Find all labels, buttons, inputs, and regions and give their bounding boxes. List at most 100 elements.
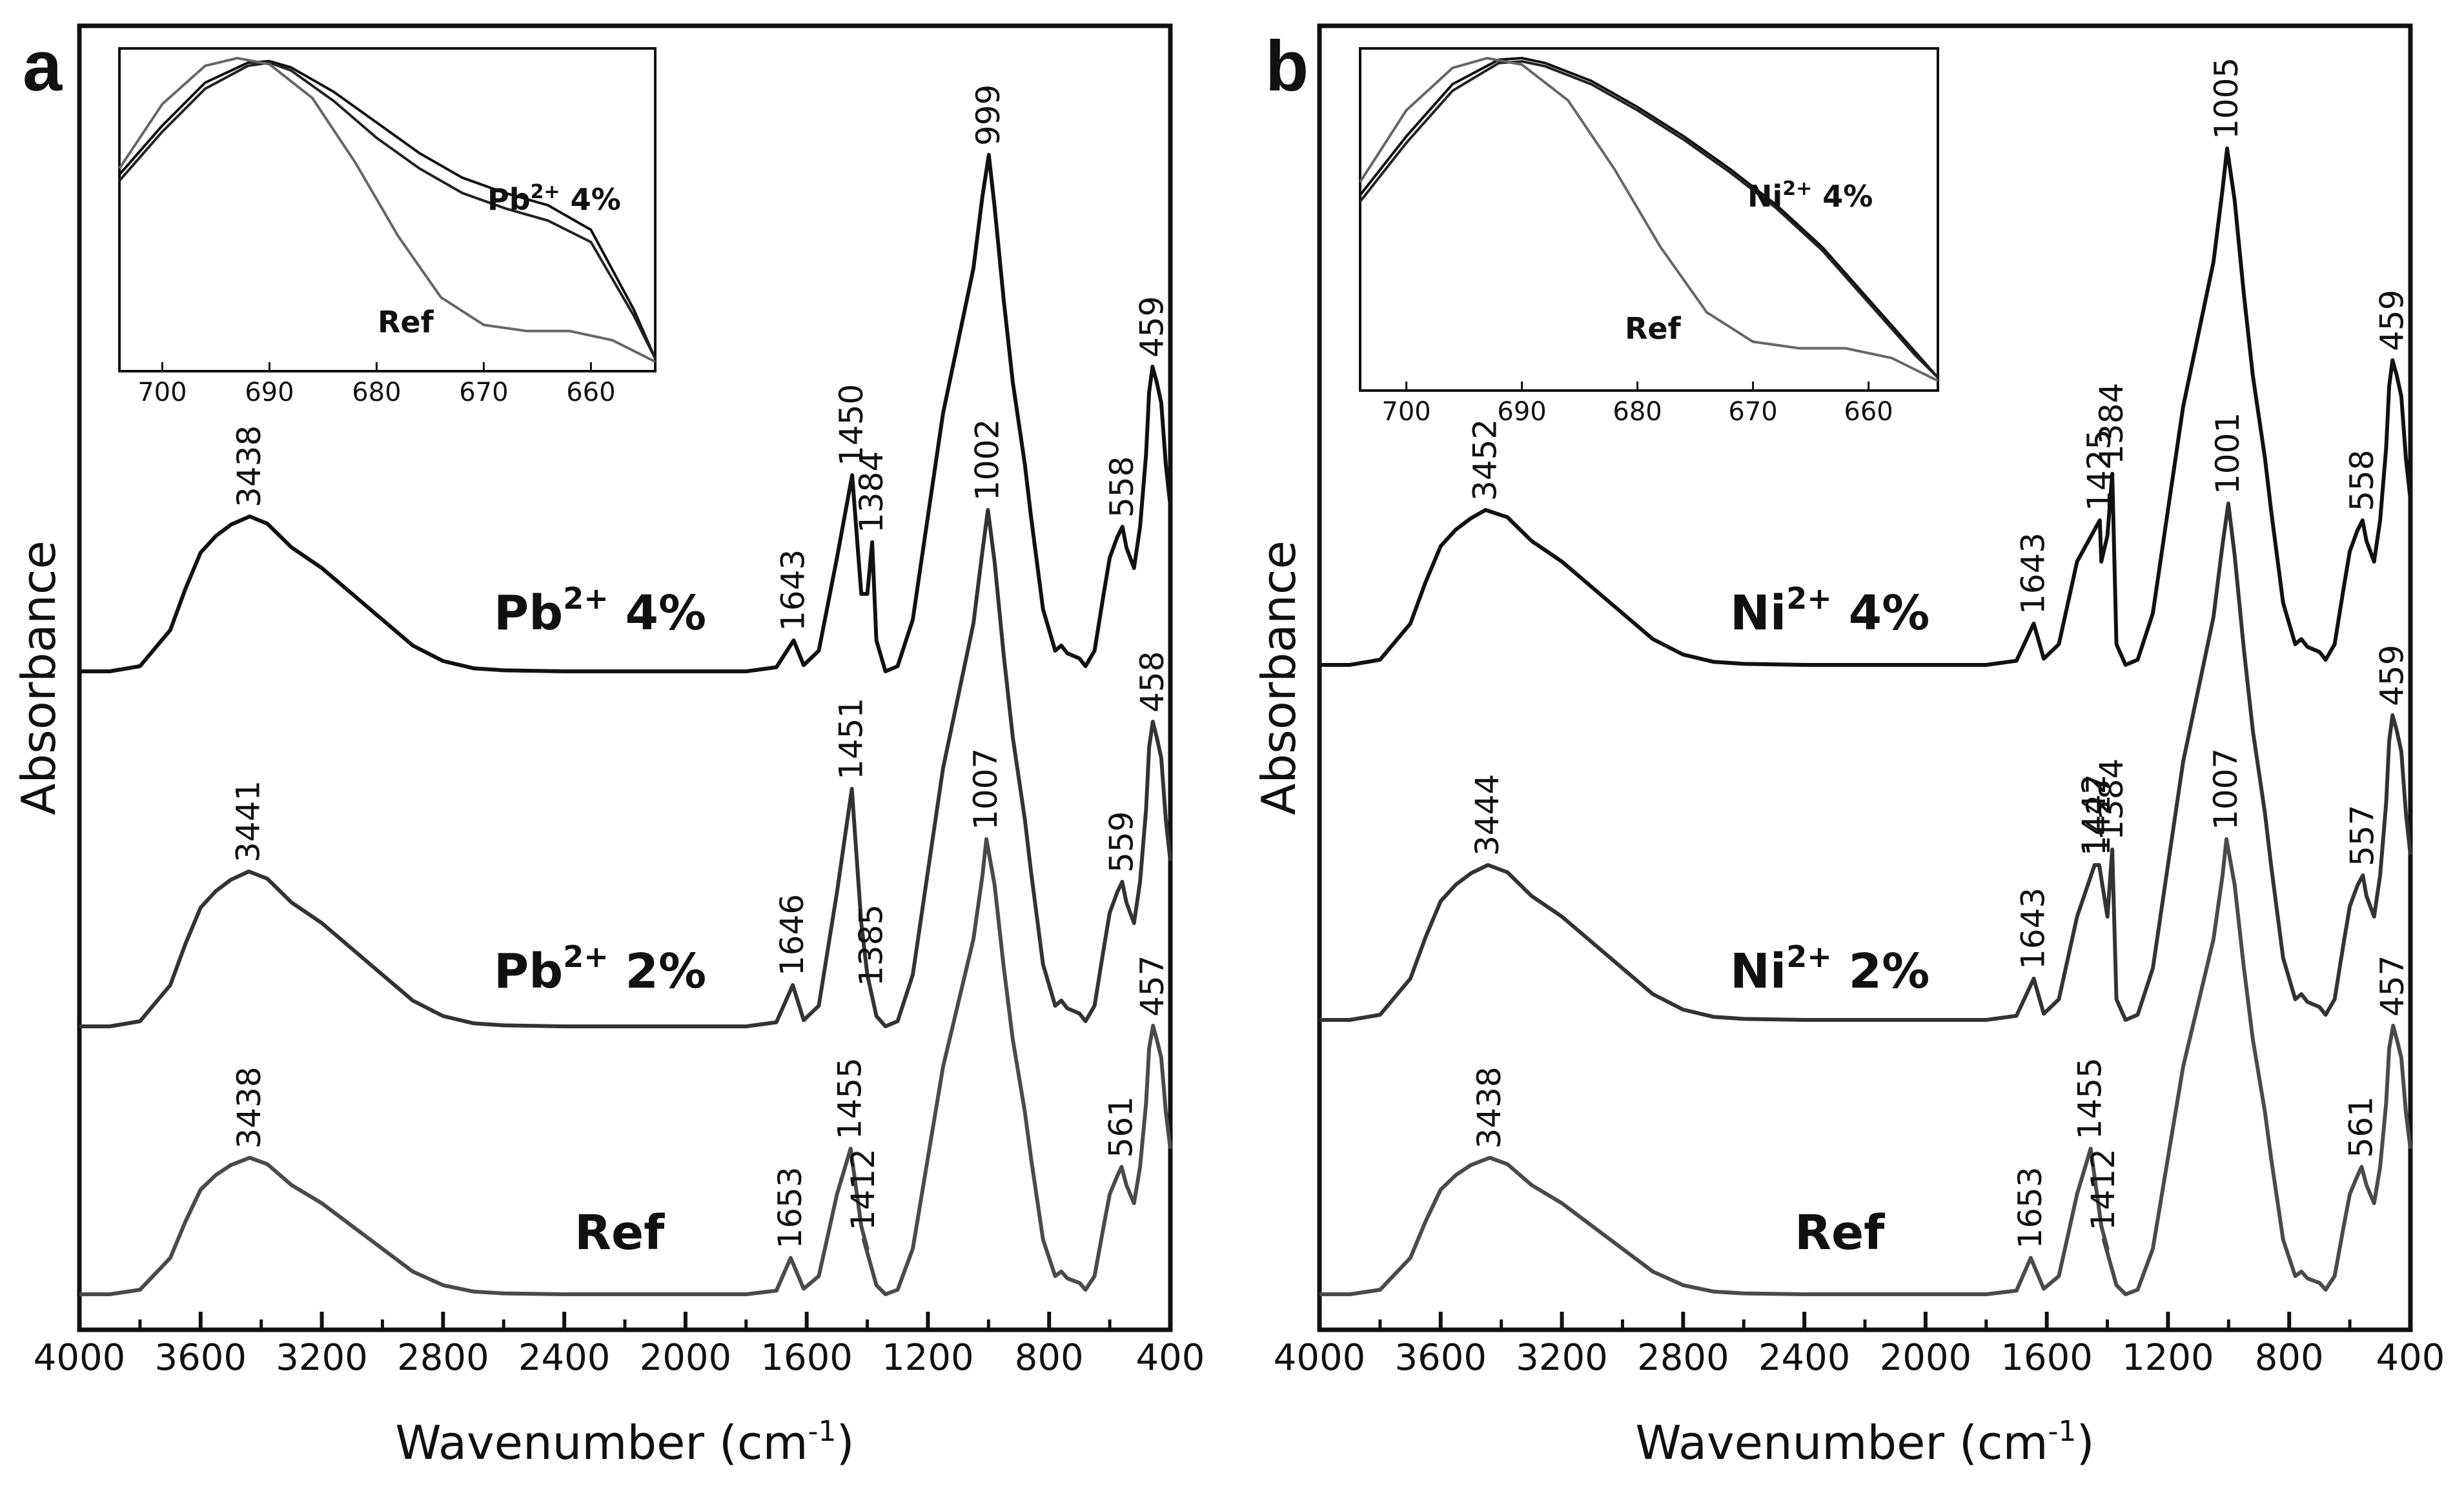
peak-label: 1425	[2081, 429, 2118, 511]
x-tick-label: 1200	[882, 1337, 974, 1379]
panel-a: a Absorbance Wavenumber (cm-1) 4000 3600 3…	[12, 23, 1205, 1470]
peak-label: 457	[1134, 955, 1171, 1017]
peak-label: 1005	[2208, 57, 2245, 139]
inset-spectrum-line	[1359, 60, 1939, 379]
inset-tick-label: 690	[1497, 397, 1546, 427]
x-tick-label: 1600	[760, 1337, 853, 1379]
series-label: Ref	[575, 1205, 665, 1261]
peak-label: 1643	[774, 549, 811, 631]
peak-label: 1007	[2207, 748, 2245, 830]
x-tick-label: 800	[1015, 1337, 1084, 1379]
peak-label: 1427	[2080, 774, 2117, 856]
peak-label: 458	[1134, 651, 1171, 713]
peak-label: 459	[2373, 290, 2410, 351]
x-tick-label: 1200	[2122, 1337, 2214, 1379]
inset-series-label: Ref	[378, 305, 434, 340]
x-tick-label: 4000	[34, 1337, 126, 1379]
x-tick-label: 3600	[1395, 1337, 1487, 1379]
peak-label: 1002	[968, 419, 1006, 501]
inset-a: 700 690 680 670 660 Pb2+ 4% Ref	[118, 47, 657, 407]
peak-label: 1455	[831, 1057, 869, 1139]
series-label: Ref	[1795, 1205, 1885, 1261]
x-tick-label: 1600	[2001, 1337, 2093, 1379]
inset-spectrum-line	[1359, 56, 1939, 382]
x-tick-label: 400	[2376, 1337, 2445, 1379]
peak-label: 1001	[2209, 412, 2246, 494]
peak-label: 999	[970, 85, 1007, 146]
peak-label: 558	[2343, 450, 2381, 511]
inset-spectrum-line	[118, 61, 657, 360]
spectrum-line	[1319, 837, 2412, 1296]
x-axis-title-a: Wavenumber (cm-1)	[395, 1415, 854, 1470]
peak-label: 459	[1133, 296, 1170, 358]
spectrum-line	[79, 153, 1172, 673]
x-tick-label: 3200	[1516, 1337, 1608, 1379]
peak-label: 1007	[967, 748, 1004, 830]
inset-tick-label: 660	[1844, 397, 1893, 427]
y-axis-title-a: Absorbance	[12, 540, 66, 815]
spectrum-line	[1319, 502, 2412, 1022]
peak-labels-b: 3452164314251384100555845934441643144214…	[1466, 57, 2411, 1249]
peak-label: 1653	[771, 1166, 809, 1248]
inset-series-label: Ni2+ 4%	[1747, 178, 1873, 214]
peak-label: 1412	[2084, 1148, 2122, 1230]
peak-label: 1442	[2075, 774, 2113, 856]
series-labels-a: Pb2+ 4% Pb2+ 2% Ref	[494, 581, 706, 1261]
x-tick-label: 2800	[397, 1337, 489, 1379]
x-tick-label: 2400	[518, 1337, 611, 1379]
x-tick-label: 3600	[155, 1337, 247, 1379]
inset-series-label: Ref	[1625, 311, 1682, 346]
peak-label: 1384	[853, 451, 890, 533]
spectra-a	[79, 153, 1172, 1296]
peak-label: 3452	[1466, 419, 1503, 501]
series-label: Ni2+ 4%	[1730, 581, 1929, 641]
peak-label: 1643	[2014, 888, 2052, 970]
peak-label: 3438	[230, 1066, 268, 1148]
x-tick-label: 2000	[640, 1337, 732, 1379]
peak-label: 1384	[2093, 758, 2130, 840]
inset-series-label: Pb2+ 4%	[487, 181, 621, 217]
x-axis-title-b: Wavenumber (cm-1)	[1635, 1415, 2094, 1470]
panel-b: b Absorbance Wavenumber (cm-1) 4000 3600 3…	[1252, 23, 2445, 1470]
inset-tick-label: 680	[352, 378, 401, 407]
spectrum-line	[1319, 147, 2412, 667]
x-tick-label: 3200	[276, 1337, 368, 1379]
peak-label: 457	[2374, 955, 2411, 1017]
spectrum-line	[79, 508, 1172, 1028]
peak-label: 1384	[2093, 383, 2130, 465]
inset-b: 700 690 680 670 660 Ni2+ 4% Ref	[1359, 47, 1939, 427]
x-tick-label: 800	[2255, 1337, 2324, 1379]
x-tick-label: 400	[1136, 1337, 1205, 1379]
x-ticks-b: 4000 3600 3200 2800 2400 2000 1600 1200 800 400	[1274, 1312, 2445, 1379]
series-label: Ni2+ 2%	[1730, 939, 1929, 999]
peak-label: 1653	[2011, 1166, 2049, 1248]
peak-label: 459	[2373, 645, 2410, 706]
inset-spectrum-line	[118, 56, 656, 363]
spectra-b	[1319, 147, 2412, 1296]
inset-tick-label: 700	[137, 378, 187, 407]
inset-tick-label: 700	[1381, 397, 1431, 427]
peak-label: 558	[1103, 456, 1141, 518]
x-tick-label: 2800	[1637, 1337, 1729, 1379]
y-axis-title-b: Absorbance	[1252, 540, 1306, 815]
spectrum-line	[79, 837, 1172, 1296]
inset-spectrum-line	[118, 59, 657, 360]
series-labels-b: Ni2+ 4% Ni2+ 2% Ref	[1730, 581, 1929, 1261]
peak-label: 561	[1102, 1096, 1139, 1157]
panel-letter-a: a	[23, 26, 63, 106]
inset-spectrum-line	[1359, 56, 1939, 379]
peak-label: 1450	[833, 384, 870, 466]
peak-label: 561	[2342, 1096, 2379, 1157]
inset-tick-label: 690	[245, 378, 294, 407]
peak-label: 1455	[2072, 1057, 2109, 1139]
x-tick-label: 2400	[1758, 1337, 1851, 1379]
peak-label: 1385	[853, 904, 890, 986]
peak-label: 559	[1103, 811, 1140, 873]
x-tick-label: 4000	[1274, 1337, 1366, 1379]
peak-label: 3438	[230, 425, 268, 507]
inset-tick-label: 670	[459, 378, 508, 407]
peak-label: 3441	[229, 780, 267, 862]
x-tick-label: 2000	[1880, 1337, 1972, 1379]
